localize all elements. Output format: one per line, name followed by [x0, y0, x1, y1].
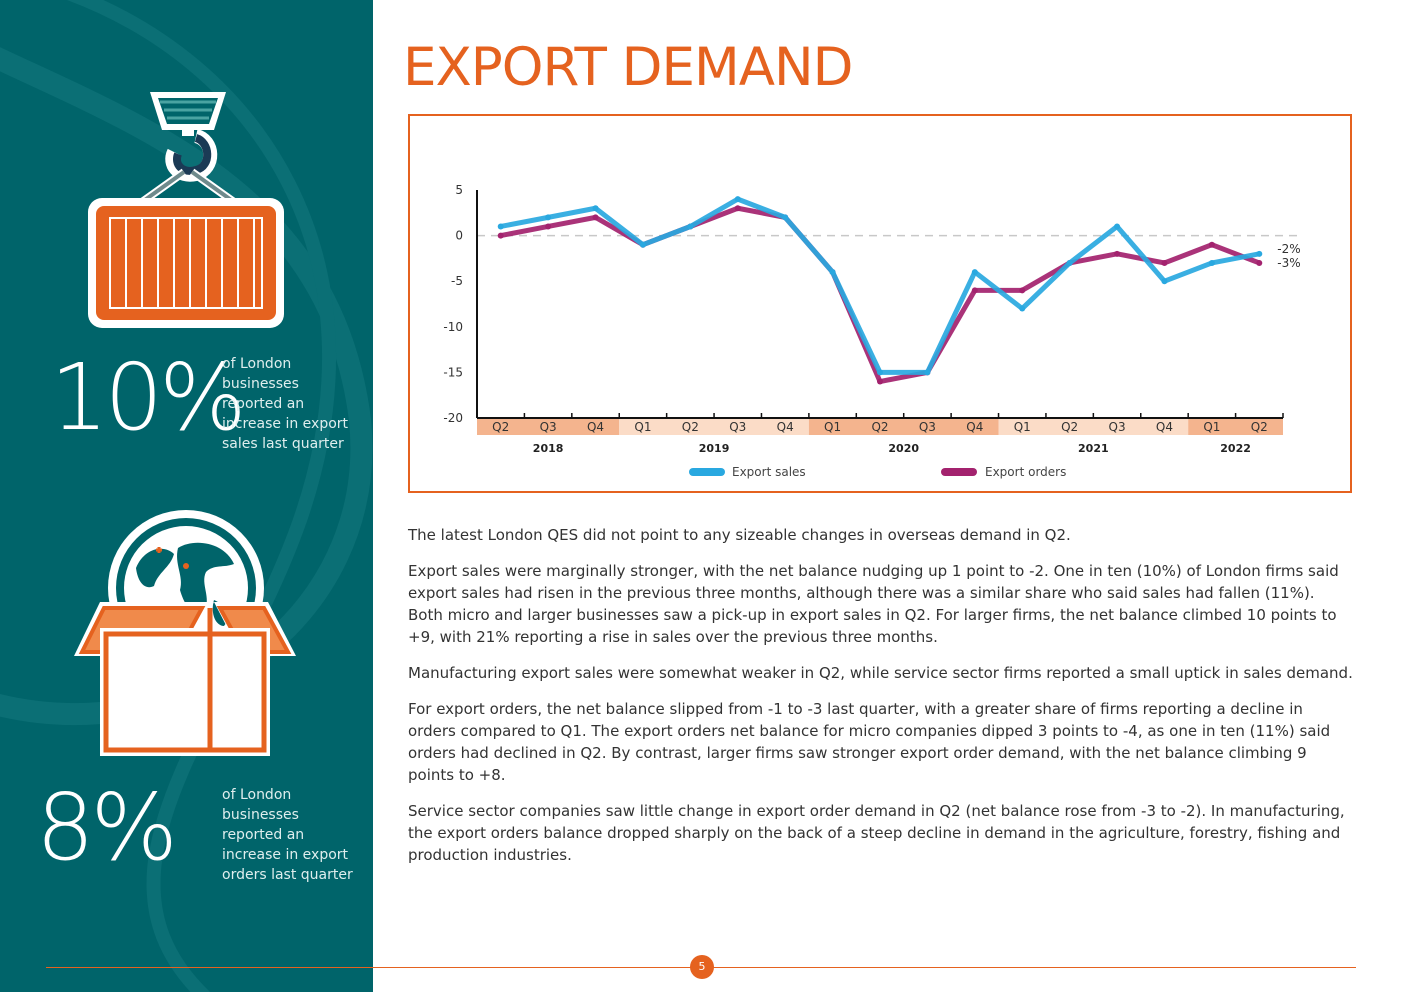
data-point-export-orders: [1208, 241, 1215, 248]
year-band-2018: [477, 419, 620, 435]
export-demand-chart: 2018 2019 2020 2021 2022 5 0 -5 -10 -15 -20 Q2 Q3 Q4 Q…: [408, 114, 1352, 493]
data-point-export-orders: [592, 214, 599, 221]
data-point-export-sales: [592, 205, 599, 212]
x-tick-label: Q2: [1251, 420, 1268, 434]
year-band-2021: [998, 419, 1189, 435]
x-tick-label: Q3: [729, 420, 746, 434]
data-point-export-sales: [1114, 223, 1121, 230]
shipping-container-crane-icon: [88, 92, 284, 328]
y-tick-label: 0: [455, 229, 463, 243]
page-number: 5: [690, 955, 714, 979]
year-band-2019: [619, 419, 809, 435]
data-point-export-orders: [877, 378, 883, 385]
export-sales-stat-description: of London businesses reported an increas…: [222, 356, 349, 452]
y-tick-label: -10: [443, 320, 463, 334]
data-point-export-sales: [545, 214, 552, 221]
data-point-export-orders: [497, 232, 504, 239]
data-point-export-sales: [971, 269, 978, 276]
series-line-export-orders: [498, 205, 1262, 385]
year-label-2018: 2018: [533, 442, 564, 455]
x-tick-label: Q2: [492, 420, 509, 434]
x-tick-label: Q2: [1061, 420, 1078, 434]
x-tick-label: Q2: [682, 420, 699, 434]
x-tick-label: Q4: [587, 420, 604, 434]
data-point-export-orders: [1256, 259, 1263, 266]
data-point-export-sales: [1066, 259, 1073, 266]
data-point-export-sales: [1019, 305, 1026, 312]
y-tick-label: -15: [443, 365, 463, 379]
x-tick-label: Q4: [777, 420, 794, 434]
data-point-export-sales: [687, 223, 694, 230]
paragraph-manufacturing: Manufacturing export sales were somewhat…: [408, 664, 1353, 682]
x-tick-label: Q1: [634, 420, 651, 434]
data-point-export-orders: [1114, 250, 1121, 257]
x-tick-label: Q4: [1156, 420, 1173, 434]
data-point-export-orders: [1161, 259, 1168, 266]
data-point-export-sales: [1208, 259, 1215, 266]
y-tick-label: 5: [455, 183, 463, 197]
data-point-export-orders: [734, 205, 741, 212]
data-point-export-orders: [971, 287, 978, 294]
export-orders-increase-percentage: 8%: [36, 774, 178, 881]
data-point-export-sales: [829, 269, 836, 276]
paragraph-service-sector: Service sector companies saw little chan…: [408, 802, 1345, 864]
article-body: The latest London QES did not point to a…: [408, 524, 1353, 880]
line-chart: 2018 2019 2020 2021 2022 5 0 -5 -10 -15 -20 Q2 Q3 Q4 Q…: [443, 183, 1303, 479]
series-end-label: -2%: [1277, 242, 1300, 256]
globe-in-box-icon: [74, 510, 296, 756]
data-point-export-sales: [639, 241, 646, 248]
data-point-export-sales: [782, 214, 789, 221]
data-point-export-sales: [497, 223, 504, 230]
series-line-export-sales: [498, 196, 1262, 375]
year-band-2022: [1188, 419, 1283, 435]
x-tick-label: Q1: [1014, 420, 1031, 434]
year-label-2020: 2020: [888, 442, 919, 455]
export-sales-increase-percentage: 10%: [50, 344, 246, 451]
series-end-label: -3%: [1277, 256, 1300, 270]
year-label-2021: 2021: [1078, 442, 1109, 455]
year-band-2020: [808, 419, 999, 435]
export-orders-stat-description: of London businesses reported an increas…: [222, 787, 353, 883]
x-tick-label: Q2: [871, 420, 888, 434]
data-point-export-sales: [877, 369, 883, 376]
legend-label-export-orders: Export orders: [985, 465, 1066, 479]
legend-label-export-sales: Export sales: [732, 465, 806, 479]
page-title: EXPORT DEMAND: [403, 37, 853, 98]
paragraph-export-sales: Export sales were marginally stronger, w…: [408, 562, 1339, 646]
paragraph-export-orders: For export orders, the net balance slipp…: [408, 700, 1331, 784]
data-point-export-sales: [1161, 278, 1168, 285]
data-point-export-sales: [924, 369, 931, 376]
sidebar-panel: 10% of London businesses reported an inc…: [0, 0, 373, 992]
x-tick-label: Q1: [1203, 420, 1220, 434]
year-label-2019: 2019: [699, 442, 730, 455]
y-tick-label: -5: [451, 274, 463, 288]
x-tick-label: Q3: [1109, 420, 1126, 434]
x-tick-label: Q3: [540, 420, 557, 434]
data-point-export-orders: [1019, 287, 1026, 294]
data-point-export-orders: [545, 223, 552, 230]
data-point-export-sales: [734, 196, 741, 203]
x-tick-label: Q3: [919, 420, 936, 434]
data-point-export-sales: [1256, 250, 1263, 257]
year-label-2022: 2022: [1220, 442, 1251, 455]
x-tick-label: Q4: [966, 420, 983, 434]
y-tick-label: -20: [443, 411, 463, 425]
x-tick-label: Q1: [824, 420, 841, 434]
paragraph-intro: The latest London QES did not point to a…: [408, 526, 1071, 544]
